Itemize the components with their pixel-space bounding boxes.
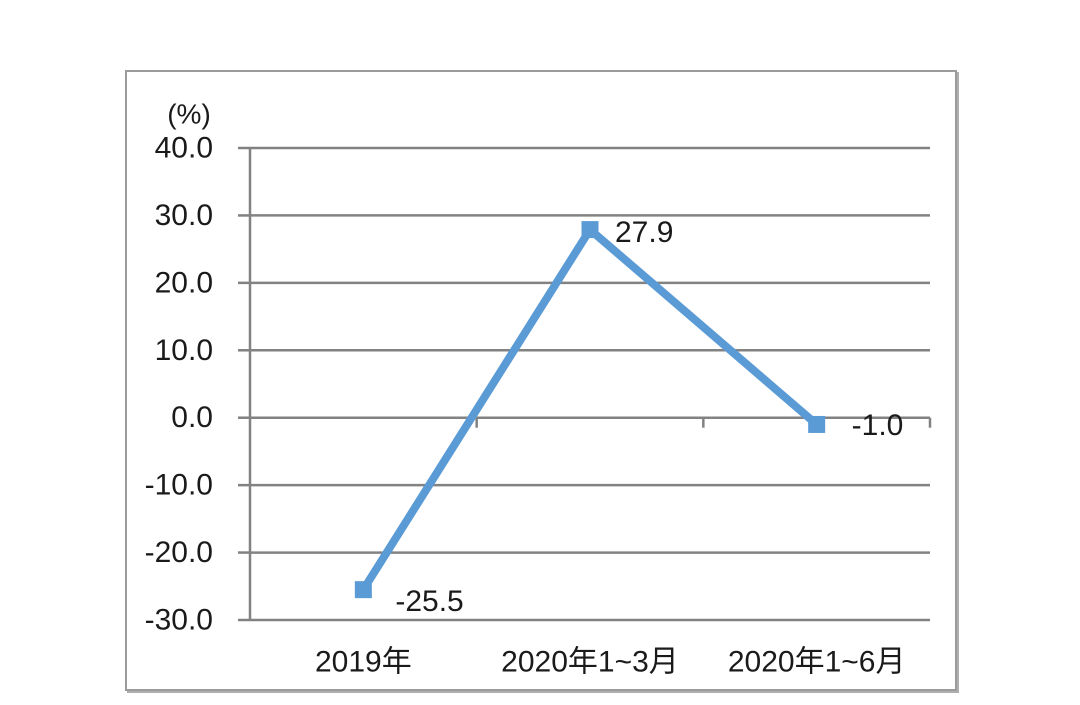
y-axis-unit-label: (%) bbox=[167, 99, 211, 130]
x-category-label: 2020年1~6月 bbox=[728, 646, 906, 679]
chart-frame: (%) 40.0 30.0 20.0 10.0 0.0 -10.0 -20.0 -30.0 -25… bbox=[125, 70, 957, 691]
data-point-label: 27.9 bbox=[615, 216, 673, 249]
y-tick-label: -10.0 bbox=[145, 469, 213, 502]
y-tick-label: 0.0 bbox=[171, 401, 213, 434]
line-chart-svg: (%)40.0 30.0 20.0 10.0 0.0 -10.0 -20.0 -30.0 -25… bbox=[145, 99, 932, 679]
x-category-label: 2019年 bbox=[315, 646, 412, 679]
data-point-label: -1.0 bbox=[852, 409, 904, 442]
y-tick-label: 40.0 bbox=[155, 132, 213, 165]
y-tick-label: 30.0 bbox=[155, 199, 213, 232]
y-tick-label: -30.0 bbox=[145, 604, 213, 637]
data-point-marker bbox=[581, 221, 599, 239]
y-tick-label: 20.0 bbox=[155, 266, 213, 299]
data-point-marker bbox=[354, 581, 372, 599]
x-category-label: 2020年1~3月 bbox=[501, 646, 679, 679]
data-point-label: -25.5 bbox=[395, 585, 463, 618]
data-point-marker bbox=[808, 415, 826, 433]
y-tick-label: -20.0 bbox=[145, 536, 213, 569]
y-tick-label: 10.0 bbox=[155, 334, 213, 367]
